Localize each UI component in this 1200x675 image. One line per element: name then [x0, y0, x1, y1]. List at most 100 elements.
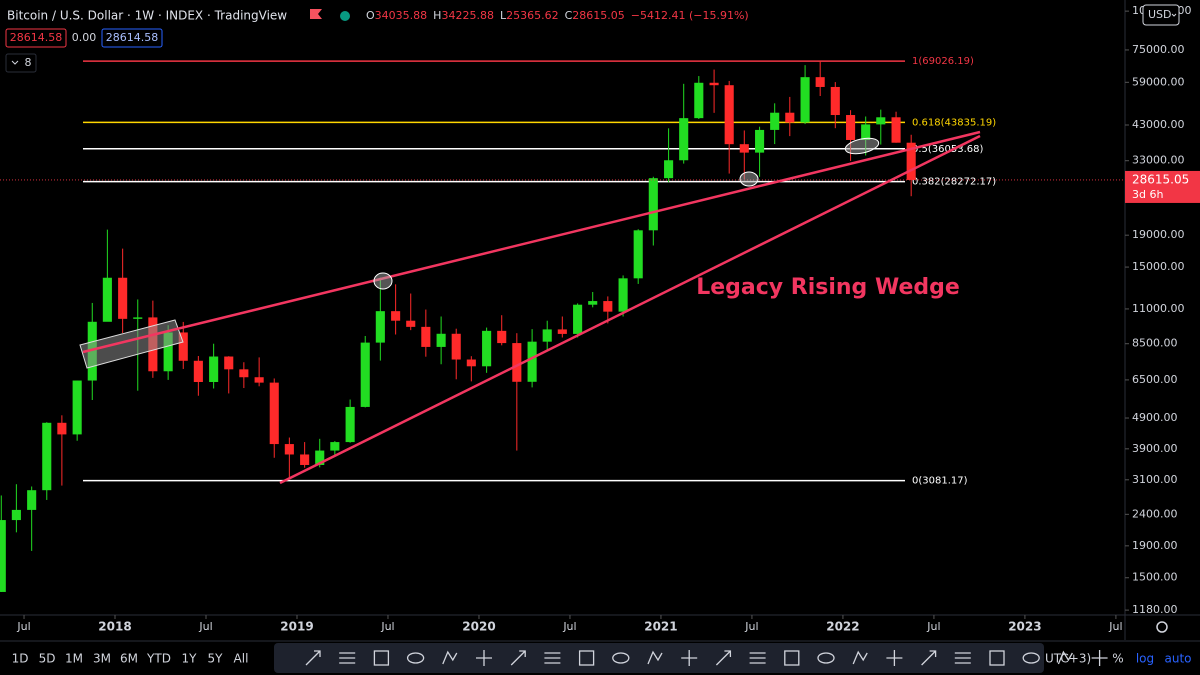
candle-body [800, 77, 810, 123]
tool-icon[interactable] [989, 650, 1005, 666]
candle-body [254, 377, 264, 383]
tool-icon[interactable] [784, 650, 800, 666]
candle-body [0, 520, 6, 592]
tool-icon[interactable] [612, 652, 630, 664]
flag-icon[interactable] [310, 9, 322, 19]
candle-body [451, 333, 461, 360]
candle-body [118, 277, 128, 319]
y-tick-label: 8500.00 [1132, 337, 1178, 350]
fib-label: 0(3081.17) [912, 476, 968, 487]
fib-label: 1(69026.19) [912, 56, 974, 67]
timeframe-button[interactable]: 5Y [208, 652, 224, 666]
tool-icon[interactable] [954, 652, 971, 664]
candle-body [573, 304, 583, 334]
tool-icon[interactable] [578, 650, 595, 666]
tool-icon[interactable] [1057, 650, 1073, 665]
timeframe-button[interactable]: All [234, 652, 249, 666]
y-tick-label: 6500.00 [1132, 373, 1178, 386]
tool-icon[interactable] [373, 650, 390, 666]
candle-body [284, 444, 294, 455]
tool-icon[interactable] [852, 650, 868, 665]
timeframe-button[interactable]: 5D [39, 652, 56, 666]
tool-icon[interactable] [442, 650, 458, 665]
y-tick-label: 19000.00 [1132, 228, 1185, 241]
x-tick-label: 2021 [644, 620, 677, 634]
icon-glyph [406, 652, 425, 664]
indicators-toggle[interactable] [5, 53, 37, 73]
tool-icon[interactable] [647, 650, 663, 665]
tool-icon[interactable] [1022, 652, 1040, 664]
candle-body [193, 360, 203, 382]
candle-body [527, 341, 537, 382]
ohlc-key: H [433, 9, 441, 22]
icon-glyph [647, 650, 663, 665]
currency-button[interactable] [1142, 4, 1180, 26]
icon-glyph [1091, 650, 1108, 666]
candle-body [466, 359, 476, 367]
tool-icon[interactable] [749, 652, 766, 664]
x-tick-label: 2023 [1008, 620, 1041, 634]
candle-body [542, 329, 552, 342]
icon-glyph [476, 650, 492, 666]
timeframe-button[interactable]: 1M [65, 652, 83, 666]
y-tick-label: 3100.00 [1132, 473, 1178, 486]
x-tick-label: Jul [744, 620, 758, 633]
icon-glyph [1022, 652, 1040, 664]
percent-toggle[interactable]: % [1112, 652, 1123, 666]
x-tick-label: Jul [198, 620, 212, 633]
ohlc-key: O [366, 9, 375, 22]
ellipse-drawing [373, 272, 393, 290]
timeframe-button[interactable]: 1D [12, 652, 29, 666]
log-toggle[interactable]: log [1136, 652, 1154, 666]
candle-body [239, 369, 249, 378]
tool-icon[interactable] [921, 650, 937, 666]
tool-icon[interactable] [406, 652, 425, 664]
price-box [101, 28, 163, 48]
candle-body [57, 422, 67, 435]
chevron [11, 60, 19, 65]
tool-icon[interactable] [510, 650, 526, 666]
candle-body [906, 142, 916, 180]
bottom-toolbar: 1D 5D 1M 3M 6M YTD 1Y 5Y All UTC+3)% log auto [12, 650, 1192, 666]
plot-area: 1(69026.19) 0.618(43835.19) 0.5(36053.68) 0… [0, 56, 1125, 592]
indicator-count: 8 [25, 56, 32, 69]
candle-body [618, 278, 628, 312]
ohlc-value: 34225.88 [441, 9, 494, 22]
tool-icon[interactable] [339, 652, 356, 664]
ohlc-key: C [565, 9, 573, 22]
x-tick-label: Jul [926, 620, 940, 633]
candle-body [633, 230, 643, 279]
tool-icon[interactable] [305, 650, 321, 666]
tool-icon[interactable] [817, 652, 835, 664]
candle-body [603, 301, 613, 312]
auto-toggle[interactable]: auto [1164, 652, 1191, 666]
candle-body [375, 311, 385, 343]
tool-icon[interactable] [544, 652, 561, 664]
candle-body [497, 330, 507, 344]
candle-body [11, 509, 21, 521]
tool-icon[interactable] [1091, 650, 1108, 666]
icon-glyph [989, 650, 1005, 666]
timeframe-button[interactable]: YTD [146, 652, 171, 666]
timezone[interactable]: UTC+3) [1045, 652, 1091, 666]
timeframe-button[interactable]: 3M [93, 652, 111, 666]
candle-body [406, 320, 416, 327]
tool-icon[interactable] [886, 650, 903, 666]
candle-body [679, 118, 689, 161]
ohlc-key: L [500, 9, 507, 22]
candle-body [861, 124, 871, 140]
icon-glyph [373, 650, 390, 666]
timeframe-button[interactable]: 1Y [182, 652, 198, 666]
candle-body [391, 311, 401, 321]
y-tick-label: 15000.00 [1132, 260, 1185, 273]
x-tick-label: Jul [562, 620, 576, 633]
settings-icon[interactable] [1156, 621, 1168, 633]
tool-icon[interactable] [715, 650, 732, 666]
fib-label: 0.382(28272.17) [912, 177, 996, 188]
tool-icon[interactable] [476, 650, 492, 666]
timeframe-button[interactable]: 6M [120, 652, 138, 666]
candle-body [421, 326, 431, 347]
tool-icon[interactable] [681, 650, 698, 666]
